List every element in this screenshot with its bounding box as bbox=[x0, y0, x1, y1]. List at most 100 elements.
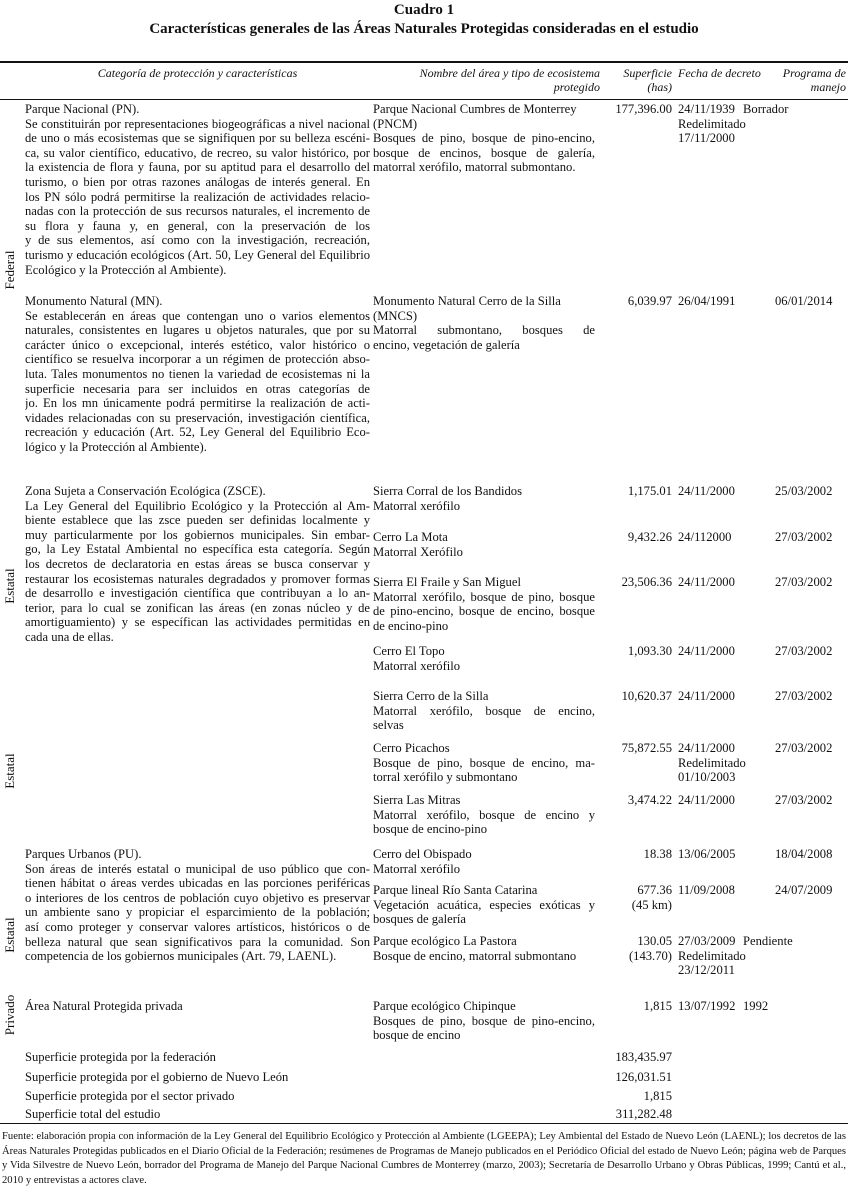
area-name: Cerro El Topo Matorral xerófilo bbox=[373, 644, 595, 673]
area-surface: 3,474.22 bbox=[590, 793, 672, 808]
text-line: Redelimitado bbox=[678, 948, 746, 963]
program-text: Pendiente bbox=[743, 934, 793, 948]
area-surface: 677.36 (45 km) bbox=[590, 883, 672, 912]
text-line: selvas bbox=[373, 718, 404, 733]
text-line: Zona Sujeta a Conservación Ecológica (ZS… bbox=[25, 484, 266, 498]
text-line: turismo, o bien por otras razones análog… bbox=[25, 174, 370, 189]
total-label: Superficie protegida por el sector priva… bbox=[25, 1089, 235, 1103]
area-decree-date: 24/11/2000 bbox=[678, 484, 768, 499]
group-label: Estatal bbox=[2, 753, 17, 789]
area-decree-date: 13/07/1992 bbox=[678, 999, 768, 1014]
text-line: luta. Tales monumentos no tienen la vari… bbox=[25, 366, 370, 381]
text-line: 9,432.26 bbox=[627, 530, 672, 544]
area-management-program: 27/03/2002 bbox=[775, 530, 848, 545]
text-line: 13/06/2005 bbox=[678, 847, 736, 861]
text-line: La Ley General del Equilibrio Ecológico … bbox=[25, 498, 370, 513]
text-line: Redelimitado bbox=[678, 755, 746, 770]
text-line: 677.36 bbox=[637, 883, 672, 897]
area-decree-date: 11/09/2008 bbox=[678, 883, 768, 898]
text-line: Redelimitado bbox=[678, 116, 746, 131]
text-line: Monumento Natural (MN). bbox=[25, 294, 163, 308]
col-header-date: Fecha de decreto bbox=[678, 66, 761, 80]
text-line: Son áreas de interés estatal o municipal… bbox=[25, 861, 370, 876]
area-decree-date: 24/11/2000 bbox=[678, 644, 768, 659]
col-header-surface-line: (has) bbox=[647, 80, 672, 94]
group-label: Federal bbox=[2, 250, 17, 290]
text-line: de encino-pino bbox=[373, 618, 449, 633]
text-line: 01/10/2003 bbox=[678, 770, 736, 785]
text-line: Matorral submontano, bosques de bbox=[373, 323, 595, 338]
text-line: Se establecerán en áreas que contengan u… bbox=[25, 308, 370, 323]
text-line: Matorral Xerófilo bbox=[373, 544, 463, 559]
area-name: Sierra El Fraile y San Miguel Matorral xe… bbox=[373, 575, 595, 633]
text-line: 1,175.01 bbox=[627, 484, 672, 498]
text-line: Cerro Picachos bbox=[373, 741, 450, 755]
text-line: 24/11/2000 bbox=[678, 644, 735, 658]
col-header-program-line: Programa de bbox=[782, 66, 846, 80]
area-name: Cerro La Mota Matorral Xerófilo bbox=[373, 530, 595, 559]
text-line: o interiores de los centros de población… bbox=[25, 890, 370, 905]
area-surface: 177,396.00 bbox=[590, 102, 672, 117]
text-line: tienen hábitat o áreas verdes ubicadas e… bbox=[25, 876, 370, 891]
area-decree-date: 24/11/2000 Redelimitado 01/10/2003 bbox=[678, 741, 768, 785]
text-line: Bosques de pino, bosque de pino-encino, bbox=[373, 131, 595, 146]
area-decree-date: 27/03/2009 Redelimitado 23/12/2011 bbox=[678, 934, 768, 978]
text-line: go, la Ley Estatal Ambiental no específi… bbox=[25, 542, 370, 557]
text-line: Bosque de pino, bosque de encino, ma- bbox=[373, 755, 595, 770]
text-line: 75,872.55 bbox=[621, 741, 672, 755]
text-line: Sierra Las Mitras bbox=[373, 793, 461, 807]
text-line: 1,815 bbox=[643, 999, 672, 1013]
area-name: Sierra Las Mitras Matorral xerófilo, bosq… bbox=[373, 793, 595, 837]
text-line: 26/04/1991 bbox=[678, 294, 736, 308]
group-label: Estatal bbox=[2, 568, 17, 604]
text-line: Monumento Natural Cerro de la Silla bbox=[373, 294, 561, 308]
text-line: 23,506.36 bbox=[621, 575, 672, 589]
text-line: 24/11/1939 bbox=[678, 102, 735, 116]
text-line: turismo y educación ecológicos (Art. 50,… bbox=[25, 247, 370, 262]
program-text: 06/01/2014 bbox=[775, 294, 833, 308]
area-name: Parque ecológico La Pastora Bosque de enc… bbox=[373, 934, 595, 963]
text-line: 24/112000 bbox=[678, 530, 732, 544]
group-label: Estatal bbox=[2, 917, 17, 953]
area-surface: 1,815 bbox=[590, 999, 672, 1014]
area-management-program: 27/03/2002 bbox=[775, 793, 848, 808]
area-management-program: 27/03/2002 bbox=[775, 741, 848, 756]
text-line: vidades relacionadas con su preservación… bbox=[25, 410, 370, 425]
text-line: Bosque de encino, matorral submontano bbox=[373, 948, 577, 963]
text-line: Parque lineal Río Santa Catarina bbox=[373, 883, 538, 897]
text-line: así como proteger y conservar valores ar… bbox=[25, 919, 370, 934]
text-line: competencia de los gobiernos municipales… bbox=[25, 949, 337, 964]
area-decree-date: 24/11/1939 Redelimitado 17/11/2000 bbox=[678, 102, 768, 146]
text-line: Matorral xerófilo, bosque de pino, bosqu… bbox=[373, 589, 595, 604]
area-decree-date: 26/04/1991 bbox=[678, 294, 768, 309]
program-text: 27/03/2002 bbox=[775, 741, 833, 755]
area-decree-date: 24/112000 bbox=[678, 530, 768, 545]
col-header-surface: Superficie (has) bbox=[600, 66, 672, 94]
col-header-category: Categoría de protección y característica… bbox=[97, 66, 298, 80]
text-line: muy particularmente por los gobiernos mu… bbox=[25, 527, 370, 542]
area-management-program: 25/03/2002 bbox=[775, 484, 848, 499]
text-line: Ecológico y la Protección al Ambiente). bbox=[25, 262, 227, 277]
text-line: 24/11/2000 bbox=[678, 484, 735, 498]
category-description: Monumento Natural (MN). Se establecerán e… bbox=[25, 294, 370, 455]
text-line: (PNCM) bbox=[373, 116, 418, 131]
area-management-program: Borrador bbox=[743, 102, 823, 117]
area-name: Cerro del Obispado Matorral xerófilo bbox=[373, 847, 595, 876]
text-line: lógico y la Protección al Ambiente). bbox=[25, 439, 207, 454]
total-value: 126,031.51 bbox=[615, 1070, 672, 1084]
text-line: jo. En los mn únicamente podrá permitirs… bbox=[25, 396, 370, 411]
text-line: su flora y fauna y, en general, con la p… bbox=[25, 218, 370, 233]
text-line: Parques Urbanos (PU). bbox=[25, 847, 142, 861]
area-surface: 9,432.26 bbox=[590, 530, 672, 545]
text-line: Vegetación acuática, especies exóticas y bbox=[373, 897, 595, 912]
program-text: 27/03/2002 bbox=[775, 793, 833, 807]
text-line: Área Natural Protegida privada bbox=[25, 999, 183, 1013]
text-line: recreación y educación (Art. 52, Ley Gen… bbox=[25, 425, 370, 440]
text-line: 11/09/2008 bbox=[678, 883, 735, 897]
text-line: Sierra Corral de los Bandidos bbox=[373, 484, 522, 498]
text-line: Matorral xerófilo, bosque de encino, bbox=[373, 703, 595, 718]
area-management-program: 27/03/2002 bbox=[775, 644, 848, 659]
text-line: encino, vegetación de galería bbox=[373, 337, 520, 352]
col-header-program-line: manejo bbox=[810, 80, 846, 94]
total-value: 183,435.97 bbox=[615, 1050, 672, 1064]
